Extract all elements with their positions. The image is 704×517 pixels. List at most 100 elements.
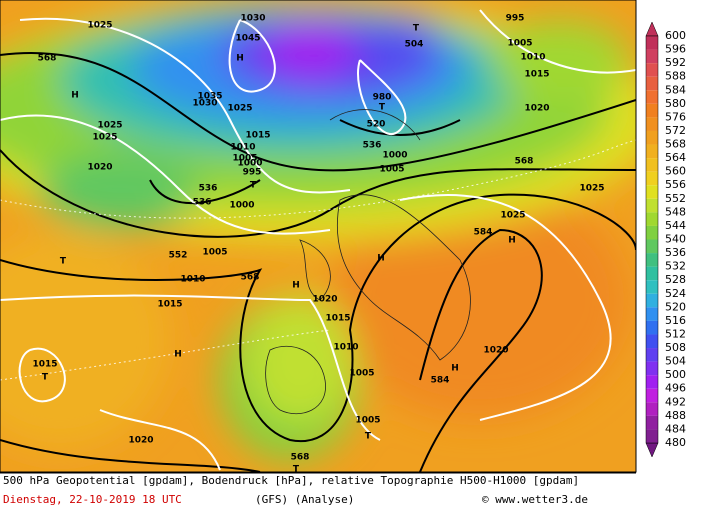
colorbar-swatch — [646, 185, 658, 199]
colorbar-swatch — [646, 280, 658, 294]
colorbar-label: 592 — [665, 56, 686, 69]
colorbar-label: 596 — [665, 43, 686, 56]
coastlines — [265, 109, 471, 414]
map-label: 552 — [169, 251, 188, 261]
colorbar-label: 532 — [665, 260, 686, 273]
map-label: 1025 — [92, 133, 117, 143]
map-label: 1010 — [230, 143, 255, 153]
colorbar-label: 556 — [665, 178, 686, 191]
map-label: 1005 — [507, 39, 532, 49]
map-label: 1015 — [325, 314, 350, 324]
colorbar-label: 512 — [665, 327, 686, 340]
map-label: 504 — [405, 40, 424, 50]
map-label: 1045 — [235, 34, 260, 44]
colorbar-swatch — [646, 361, 658, 376]
colorbar-label: 540 — [665, 233, 686, 246]
map-label: 1005 — [379, 165, 404, 175]
footer-model: (GFS) (Analyse) — [255, 493, 354, 506]
map-label: 1015 — [245, 131, 270, 141]
map-label: 536 — [363, 141, 382, 151]
colorbar-swatch — [646, 266, 658, 281]
map-label: 995 — [243, 168, 262, 178]
map-label: 1020 — [128, 436, 153, 446]
colorbar-swatch — [646, 402, 658, 416]
map-label: T — [365, 432, 372, 442]
colorbar-label: 480 — [665, 436, 686, 449]
map-label: T — [250, 181, 257, 191]
colorbar-swatch — [646, 49, 658, 64]
map-label: 1020 — [524, 104, 549, 114]
colorbar-label: 500 — [665, 368, 686, 381]
map-label: 1010 — [333, 343, 358, 353]
colorbar-swatch — [646, 117, 658, 131]
colorbar-swatch — [646, 348, 658, 362]
map-label: 1010 — [180, 275, 205, 285]
map-label: 1025 — [97, 121, 122, 131]
map-label: 1015 — [524, 70, 549, 80]
colorbar-label: 528 — [665, 273, 686, 286]
colorbar-label: 544 — [665, 219, 686, 232]
map-label: 1035 — [197, 92, 222, 102]
colorbar-label: 548 — [665, 205, 686, 218]
colorbar-label: 560 — [665, 165, 686, 178]
map-label: 536 — [199, 184, 218, 194]
map-label: H — [377, 254, 385, 264]
colorbar-swatch — [646, 375, 658, 389]
colorbar-label: 568 — [665, 138, 686, 151]
colorbar-swatch — [646, 36, 658, 50]
colorbar-label: 588 — [665, 70, 686, 83]
map-label: T — [60, 257, 67, 267]
map-label: T — [379, 103, 386, 113]
map-label: 1005 — [232, 154, 257, 164]
map-label: H — [292, 281, 300, 291]
map-label: 1000 — [229, 201, 254, 211]
pressure-contours — [0, 9, 636, 471]
map-label: 980 — [373, 93, 392, 103]
colorbar-label: 520 — [665, 300, 686, 313]
map-label: 584 — [431, 376, 450, 386]
map-label: 1020 — [483, 346, 508, 356]
map-label: T — [293, 465, 300, 475]
map-label: 568 — [515, 157, 534, 167]
colorbar-swatch — [646, 239, 658, 254]
colorbar-swatch — [646, 388, 658, 403]
colorbar-swatch — [646, 130, 658, 145]
colorbar-label: 508 — [665, 341, 686, 354]
map-label: 584 — [474, 228, 493, 238]
map-label: 1020 — [312, 295, 337, 305]
map-label: H — [508, 236, 516, 246]
map-label: H — [236, 54, 244, 64]
colorbar-label: 552 — [665, 192, 686, 205]
colorbar-frame — [645, 35, 659, 444]
map-label: 1030 — [240, 14, 265, 24]
colorbar-swatch — [646, 212, 658, 226]
map-label: 1030 — [192, 99, 217, 109]
map-label: H — [71, 91, 79, 101]
map-label: 1015 — [32, 360, 57, 370]
footer-credit: © www.wetter3.de — [482, 493, 588, 506]
footer-description: 500 hPa Geopotential [gpdam], Bodendruck… — [3, 474, 579, 487]
colorbar-swatch — [646, 320, 658, 335]
map-label: 995 — [506, 14, 525, 24]
colorbar-arrow-bottom — [645, 442, 659, 458]
colorbar-swatch — [646, 415, 658, 430]
map-label: 1025 — [579, 184, 604, 194]
colorbar-label: 484 — [665, 422, 686, 435]
map-label: 1025 — [500, 211, 525, 221]
colorbar-label: 496 — [665, 382, 686, 395]
map-label: H — [174, 350, 182, 360]
colorbar-label: 564 — [665, 151, 686, 164]
map-label: 1005 — [202, 248, 227, 258]
colorbar-swatch — [646, 334, 658, 349]
colorbar-label: 584 — [665, 83, 686, 96]
map-label: T — [42, 373, 49, 383]
colorbar-swatch — [646, 198, 658, 213]
map-label: 568 — [291, 453, 310, 463]
colorbar-label: 536 — [665, 246, 686, 259]
colorbar-label: 572 — [665, 124, 686, 137]
map-label: 1000 — [237, 159, 262, 169]
colorbar-label: 580 — [665, 97, 686, 110]
map-label: 1000 — [382, 151, 407, 161]
